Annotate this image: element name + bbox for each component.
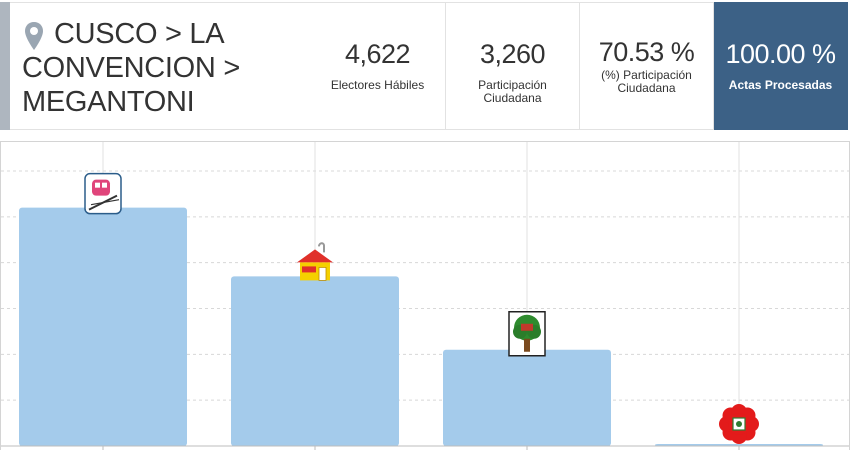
- stat-label: Actas Procesadas: [728, 78, 833, 92]
- stat-actas: 100.00 % Actas Procesadas: [714, 2, 848, 130]
- tree-logo: [508, 311, 546, 357]
- flower-logo: [719, 404, 759, 444]
- bar: [19, 207, 187, 446]
- chart-frame: [0, 141, 850, 450]
- stat-value: 4,622: [344, 39, 411, 69]
- house-logo: [297, 242, 333, 281]
- summary-header: CUSCO > LA CONVENCION > MEGANTONI 4,622 …: [0, 0, 850, 132]
- train-logo: [84, 172, 122, 215]
- stat-participacion: 3,260 Participación Ciudadana: [446, 2, 580, 130]
- bar: [231, 276, 399, 446]
- stat-participacion-pct: 70.53 % (%) Participación Ciudadana: [580, 2, 714, 130]
- stat-label: (%) Participación Ciudadana: [601, 68, 692, 95]
- map-pin-icon: [25, 22, 43, 50]
- votes-bar-chart: [1, 142, 849, 450]
- stat-value: 100.00 %: [725, 39, 836, 69]
- stat-value: 3,260: [479, 39, 546, 69]
- location-accent-bar: [0, 2, 10, 130]
- location-box: CUSCO > LA CONVENCION > MEGANTONI: [10, 2, 310, 130]
- stat-label: Electores Hábiles: [330, 78, 425, 92]
- stat-value: 70.53 %: [598, 37, 695, 67]
- stat-electores: 4,622 Electores Hábiles: [310, 2, 446, 130]
- stat-label: Participación Ciudadana: [478, 78, 547, 105]
- location-breadcrumb: CUSCO > LA CONVENCION > MEGANTONI: [22, 18, 240, 118]
- bar: [443, 349, 611, 446]
